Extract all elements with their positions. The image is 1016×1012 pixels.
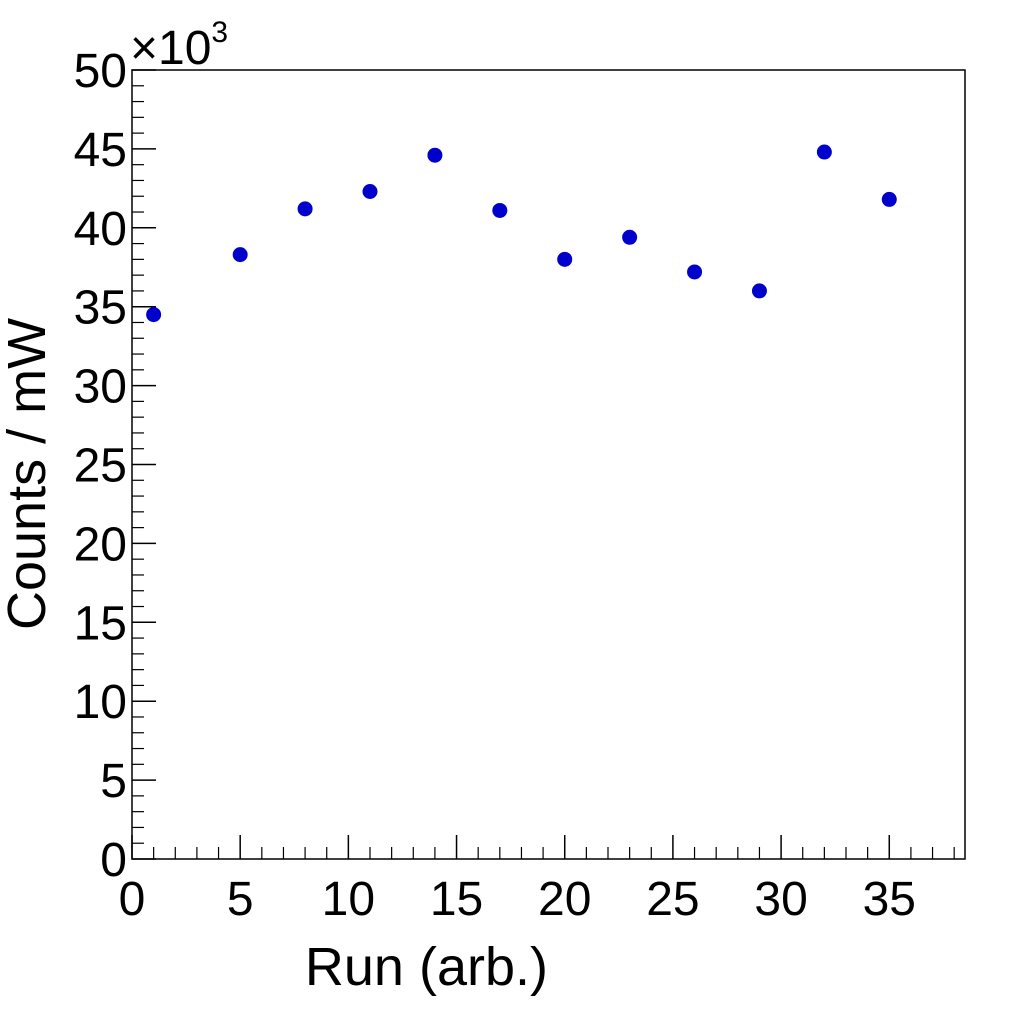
data-point (427, 147, 443, 163)
y-axis-title: Counts / mW (0, 318, 57, 630)
x-tick-label: 20 (538, 873, 591, 926)
minor-ticks (132, 85, 955, 859)
x-tick-label: 5 (227, 873, 254, 926)
y-tick-label: 40 (74, 203, 127, 256)
data-point (492, 202, 508, 218)
x-tick-label: 0 (119, 873, 146, 926)
data-point (557, 251, 573, 267)
x-tick-label: 15 (430, 873, 483, 926)
y-tick-label: 50 (74, 45, 127, 98)
y-tick-label: 10 (74, 676, 127, 729)
y-tick-label: 45 (74, 124, 127, 177)
plot-frame (131, 69, 966, 860)
y-tick-label: 20 (74, 518, 127, 571)
data-point (751, 283, 767, 299)
data-point (297, 201, 313, 217)
y-tick-label: 30 (74, 361, 127, 414)
y-tick-labels: 0 5 10 15 20 25 30 35 40 45 50 (74, 45, 127, 887)
x-axis-title: Run (arb.) (305, 937, 548, 997)
x-tick-label: 35 (863, 873, 916, 926)
data-point (146, 307, 162, 323)
y-multiplier: ×103 (130, 16, 228, 75)
x-tick-labels: 0 5 10 15 20 25 30 35 (119, 873, 916, 926)
y-tick-label: 35 (74, 282, 127, 335)
data-point (362, 184, 378, 200)
x-tick-label: 30 (754, 873, 807, 926)
data-point (687, 264, 703, 280)
x-tick-label: 25 (646, 873, 699, 926)
data-point (232, 247, 248, 263)
data-point (622, 229, 638, 245)
data-point (881, 191, 897, 207)
y-tick-label: 0 (100, 834, 127, 887)
x-tick-label: 10 (322, 873, 375, 926)
y-tick-label: 25 (74, 440, 127, 493)
major-ticks (131, 69, 891, 860)
y-tick-label: 15 (74, 597, 127, 650)
y-tick-label: 5 (100, 755, 127, 808)
data-points (146, 144, 897, 323)
data-point (816, 144, 832, 160)
